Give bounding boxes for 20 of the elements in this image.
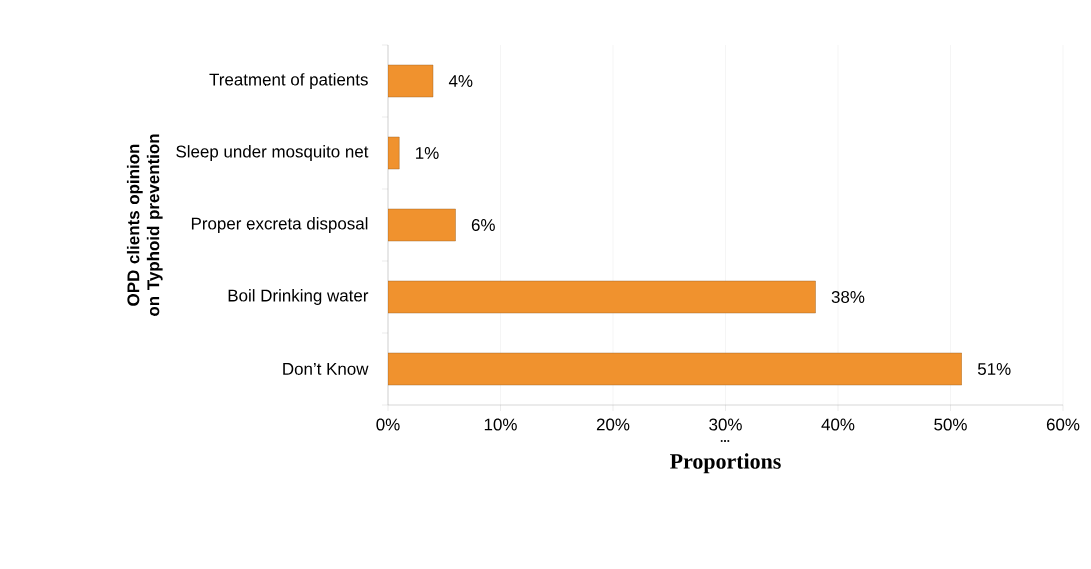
data-label: 4% bbox=[448, 75, 473, 87]
x-tick-label: 30% bbox=[709, 418, 742, 431]
data-label: 38% bbox=[831, 291, 865, 304]
x-tick-label: 60% bbox=[1046, 418, 1080, 431]
x-tick-label: 0% bbox=[376, 418, 400, 431]
x-axis-title: Proportions bbox=[670, 453, 781, 474]
data-label: 6% bbox=[471, 219, 495, 232]
x-tick-label: 50% bbox=[934, 418, 967, 431]
x-tick-label: 40% bbox=[821, 418, 855, 431]
data-label: 1% bbox=[416, 147, 439, 159]
x-tick-label: 10% bbox=[484, 418, 517, 431]
y-tick-label: Proper excreta disposal bbox=[191, 217, 368, 233]
x-tick-label: 20% bbox=[596, 418, 630, 431]
y-tick-label: Treatment of patients bbox=[209, 73, 368, 89]
y-tick-label: Don’t Know bbox=[283, 363, 369, 375]
y-tick-label: Sleep under mosquito net bbox=[176, 145, 369, 161]
text: ... bbox=[720, 440, 730, 442]
data-label: 51% bbox=[977, 363, 1011, 375]
y-tick-label: Boil Drinking water bbox=[228, 289, 369, 305]
y-axis-title: OPD clients opinion on Typhoid prevention bbox=[126, 134, 163, 316]
